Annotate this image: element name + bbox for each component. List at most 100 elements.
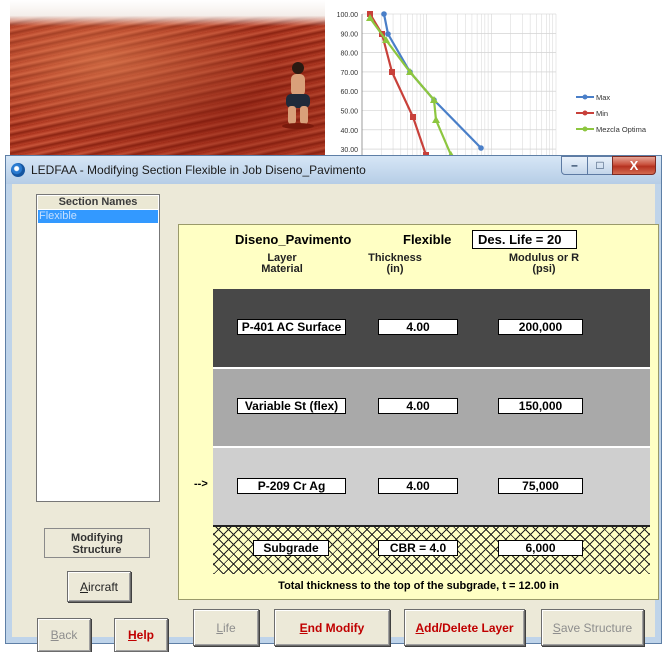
chart-point <box>478 145 484 151</box>
chart-point <box>382 36 390 43</box>
layer-thickness-field[interactable]: 4.00 <box>378 398 458 414</box>
help-button[interactable]: Help <box>114 618 168 652</box>
chart-y-tick-label: 60.00 <box>340 89 358 96</box>
add-delete-layer-button-label: Add/Delete Layer <box>415 620 514 635</box>
chart-series-line <box>382 13 482 149</box>
chart-point <box>432 116 440 123</box>
structure-panel: Diseno_Pavimento Flexible Des. Life = 20… <box>178 224 659 600</box>
chart-y-tick-label: 30.00 <box>340 147 358 154</box>
section-names-list[interactable]: Section Names Flexible <box>36 194 160 502</box>
chart-legend-label: Max <box>596 93 610 102</box>
ledfaa-window: LEDFAA - Modifying Section Flexible in J… <box>5 155 662 652</box>
column-header-thickness: Thickness (in) <box>345 253 445 275</box>
column-header-layer: Layer Material <box>227 253 337 275</box>
end-modify-button[interactable]: End Modify <box>274 609 390 646</box>
design-life-field[interactable]: Des. Life = 20 <box>472 230 577 249</box>
chart-grid <box>361 13 557 155</box>
aircraft-button-label: Aircraft <box>79 579 118 594</box>
chart-y-tick-label: 80.00 <box>340 51 358 58</box>
chart-point <box>366 14 374 21</box>
subgrade-row[interactable]: Subgrade CBR = 4.0 6,000 <box>213 527 650 574</box>
column-header-modulus-line2: (psi) <box>532 263 556 275</box>
background-chart: 100.00 90.00 80.00 70.00 60.00 50.00 40.00 30.0… <box>326 0 665 155</box>
minimize-icon: – <box>571 158 578 172</box>
chart-point <box>389 69 395 75</box>
desktop-background: 100.00 90.00 80.00 70.00 60.00 50.00 40.00 30.0… <box>0 0 665 160</box>
back-button[interactable]: Back <box>37 618 91 652</box>
life-button-label: Life <box>216 620 236 635</box>
photo-sky <box>10 0 325 26</box>
section-name: Flexible <box>403 232 452 247</box>
chart-point <box>430 96 438 103</box>
layer-material-field[interactable]: P-401 AC Surface <box>237 319 346 335</box>
section-names-header: Section Names <box>38 196 158 209</box>
add-delete-layer-button[interactable]: Add/Delete Layer <box>404 609 525 646</box>
title-bar[interactable]: LEDFAA - Modifying Section Flexible in J… <box>6 156 661 184</box>
chart-legend-marker <box>582 126 588 132</box>
chart-legend-label: Min <box>596 109 608 118</box>
layer-modulus-field[interactable]: 75,000 <box>498 478 583 494</box>
column-header-thickness-line1: Thickness <box>368 252 422 264</box>
column-header-layer-line2: Material <box>261 263 303 275</box>
chart-y-tick-label: 40.00 <box>340 128 358 135</box>
subgrade-modulus-field[interactable]: 6,000 <box>498 540 583 556</box>
subgrade-material-field[interactable]: Subgrade <box>253 540 329 556</box>
chart-y-tick-label: 100.00 <box>337 12 359 19</box>
section-item-flexible[interactable]: Flexible <box>38 210 158 223</box>
background-photo <box>10 0 325 155</box>
minimize-button[interactable]: – <box>561 156 588 175</box>
window-client-area: Section Names Flexible Modifying Structu… <box>12 184 659 652</box>
chart-point <box>406 68 414 75</box>
mode-status-line1: Modifying <box>71 532 123 544</box>
maximize-button[interactable]: □ <box>587 156 613 175</box>
chart-point <box>448 151 454 155</box>
chart-y-tick-label: 90.00 <box>340 31 358 38</box>
layer-thickness-field[interactable]: 4.00 <box>378 319 458 335</box>
save-structure-button-label: Save Structure <box>552 620 633 635</box>
chart-legend: Max Min Mezcla Optima <box>576 93 647 134</box>
chart-series <box>366 11 484 155</box>
chart-y-tick-label: 50.00 <box>340 109 358 116</box>
layer-row[interactable]: P-209 Cr Ag 4.00 75,000 <box>213 448 650 527</box>
chart-point <box>410 114 416 120</box>
job-name: Diseno_Pavimento <box>235 232 352 247</box>
layer-material-field[interactable]: Variable St (flex) <box>237 398 346 414</box>
mode-status-label: Modifying Structure <box>44 528 150 558</box>
total-thickness-text: Total thickness to the top of the subgra… <box>278 580 559 592</box>
back-button-label: Back <box>50 628 78 642</box>
chart-point <box>385 31 391 37</box>
person-figure <box>282 62 314 129</box>
maximize-icon: □ <box>596 158 604 172</box>
layer-modulus-field[interactable]: 150,000 <box>498 398 583 414</box>
mode-status-line2: Structure <box>72 544 122 556</box>
column-header-layer-line1: Layer <box>267 252 297 264</box>
layer-modulus-field[interactable]: 200,000 <box>498 319 583 335</box>
window-title: LEDFAA - Modifying Section Flexible in J… <box>31 163 366 177</box>
aircraft-button[interactable]: Aircraft <box>67 571 131 602</box>
chart-point <box>381 11 387 17</box>
layer-row[interactable]: Variable St (flex) 4.00 150,000 <box>213 369 650 448</box>
chart-series-line <box>369 13 428 155</box>
chart-point <box>423 152 429 155</box>
save-structure-button[interactable]: Save Structure <box>541 609 644 646</box>
chart-legend-marker <box>582 110 588 116</box>
column-header-modulus-line1: Modulus or R <box>508 252 580 264</box>
app-icon <box>11 163 25 177</box>
current-layer-arrow: --> <box>194 478 208 490</box>
chart-y-tick-label: 70.00 <box>340 70 358 77</box>
layer-row[interactable]: P-401 AC Surface 4.00 200,000 <box>213 289 650 369</box>
close-icon: X <box>629 158 639 173</box>
subgrade-cbr-field[interactable]: CBR = 4.0 <box>378 540 458 556</box>
column-header-modulus: Modulus or R (psi) <box>484 253 604 275</box>
end-modify-button-label: End Modify <box>299 620 365 635</box>
chart-y-ticks: 100.00 90.00 80.00 70.00 60.00 50.00 40.00 30.0… <box>337 12 359 154</box>
life-button[interactable]: Life <box>193 609 259 646</box>
layer-thickness-field[interactable]: 4.00 <box>378 478 458 494</box>
column-header-thickness-line2: (in) <box>386 263 404 275</box>
chart-legend-marker <box>582 94 588 100</box>
chart-legend-label: Mezcla Optima <box>596 125 647 134</box>
layer-material-field[interactable]: P-209 Cr Ag <box>237 478 346 494</box>
close-button[interactable]: X <box>612 156 656 175</box>
help-button-label: Help <box>127 628 154 642</box>
chart-series-line <box>369 17 453 155</box>
